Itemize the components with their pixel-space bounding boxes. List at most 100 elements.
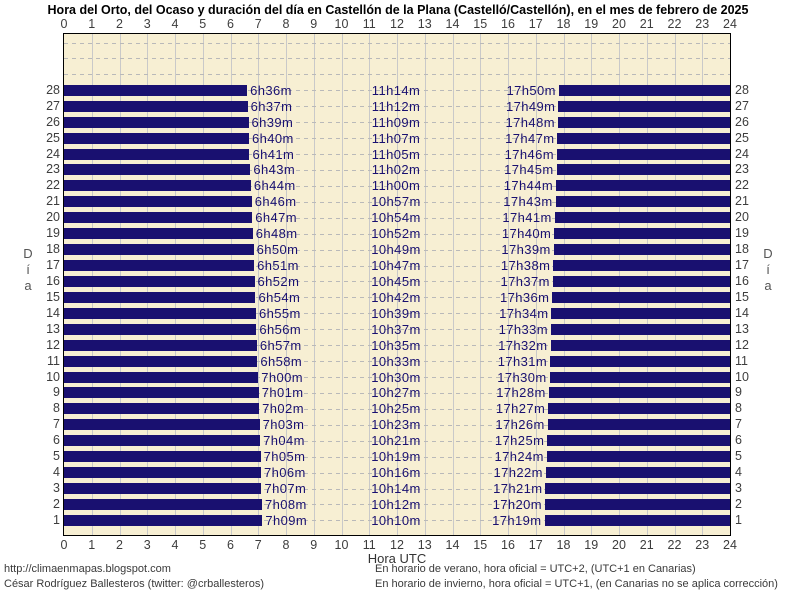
day-duration-label: 11h05m xyxy=(371,146,421,162)
x-tick-bottom: 4 xyxy=(171,538,179,552)
x-tick-bottom: 11 xyxy=(362,538,376,552)
sunrise-time-label: 7h04m xyxy=(263,433,305,449)
night-bar-evening xyxy=(544,514,730,526)
x-tick-bottom: 23 xyxy=(695,538,710,552)
x-tick-top: 21 xyxy=(639,17,654,31)
grid-vline xyxy=(480,34,482,535)
x-tick-bottom: 10 xyxy=(334,538,349,552)
x-tick-top: 3 xyxy=(143,17,151,31)
sunrise-time-label: 7h07m xyxy=(264,481,307,497)
grid-dashline xyxy=(64,233,730,235)
night-bar-morning xyxy=(64,371,259,383)
sunset-time-label: 17h39m xyxy=(501,242,551,258)
night-bar-evening xyxy=(549,371,730,383)
sunrise-time-label: 7h09m xyxy=(265,512,308,528)
x-tick-bottom: 13 xyxy=(417,538,432,552)
sunset-time-label: 17h30m xyxy=(497,369,547,385)
night-bar-morning xyxy=(64,435,261,447)
day-label-left: 26 xyxy=(46,114,60,129)
x-tick-top: 10 xyxy=(334,17,349,31)
grid-dashline xyxy=(64,345,730,347)
grid-dashline xyxy=(64,42,730,44)
footer-url: http://climaenmapas.blogspot.com xyxy=(4,563,171,575)
sunrise-time-label: 6h51m xyxy=(257,258,299,274)
night-bar-morning xyxy=(64,260,255,272)
x-tick-top: 17 xyxy=(528,17,543,31)
grid-dashline xyxy=(64,297,730,299)
night-bar-evening xyxy=(557,132,730,144)
sunrise-time-label: 7h01m xyxy=(261,385,304,401)
x-tick-bottom: 20 xyxy=(612,538,626,552)
x-tick-bottom: 7 xyxy=(254,538,262,552)
night-bar-evening xyxy=(548,403,730,415)
x-tick-top: 2 xyxy=(116,17,123,31)
sunset-time-label: 17h19m xyxy=(492,512,542,528)
night-bar-evening xyxy=(551,323,730,335)
night-bar-morning xyxy=(64,403,260,415)
sunrise-time-label: 6h37m xyxy=(250,98,293,114)
grid-dashline xyxy=(64,392,730,394)
sunrise-time-label: 6h48m xyxy=(255,226,298,242)
x-tick-top: 22 xyxy=(667,17,682,31)
x-tick-bottom: 15 xyxy=(473,538,488,552)
sunrise-time-label: 6h55m xyxy=(258,305,301,321)
day-label-right: 17 xyxy=(735,258,749,273)
grid-vline xyxy=(397,34,398,535)
night-bar-evening xyxy=(550,355,730,367)
night-bar-evening xyxy=(558,100,730,112)
day-label-right: 23 xyxy=(735,162,749,177)
day-label-right: 25 xyxy=(735,130,749,145)
grid-dashline xyxy=(64,201,730,203)
night-bar-evening xyxy=(553,260,730,272)
sunset-time-label: 17h50m xyxy=(506,82,556,98)
night-bar-evening xyxy=(558,84,730,96)
grid-dashline xyxy=(64,377,730,379)
night-bar-evening xyxy=(545,498,730,510)
night-bar-morning xyxy=(64,387,259,399)
sunrise-time-label: 7h03m xyxy=(262,417,305,433)
night-bar-morning xyxy=(64,84,248,96)
x-tick-bottom: 12 xyxy=(390,538,404,552)
grid-vline xyxy=(286,34,287,535)
night-bar-evening xyxy=(553,244,730,256)
day-label-right: 20 xyxy=(735,210,749,225)
sunset-time-label: 17h21m xyxy=(493,481,543,497)
day-label-left: 1 xyxy=(53,512,60,527)
night-bar-morning xyxy=(64,498,262,510)
y-axis-label-right: D í a xyxy=(763,246,773,293)
x-tick-top: 23 xyxy=(695,17,710,31)
sunset-time-label: 17h33m xyxy=(498,321,548,337)
grid-dashline xyxy=(64,169,730,171)
day-duration-label: 10h33m xyxy=(371,353,421,369)
grid-dashline xyxy=(64,185,730,187)
grid-dashline xyxy=(64,408,730,410)
footer-author: César Rodríguez Ballesteros (twitter: @c… xyxy=(4,578,264,590)
night-bar-morning xyxy=(64,483,262,495)
night-bar-evening xyxy=(548,387,730,399)
night-bar-evening xyxy=(545,467,730,479)
day-label-left: 2 xyxy=(53,496,60,511)
sunset-time-label: 17h27m xyxy=(495,401,546,417)
day-label-right: 11 xyxy=(735,353,748,368)
grid-dashline xyxy=(64,265,730,267)
grid-dashline xyxy=(64,456,730,458)
grid-vline xyxy=(452,34,454,535)
sunrise-time-label: 6h47m xyxy=(255,210,297,226)
x-tick-bottom: 24 xyxy=(723,538,737,552)
chart-title: Hora del Orto, del Ocaso y duración del … xyxy=(47,3,749,17)
night-bar-evening xyxy=(551,307,730,319)
night-bar-morning xyxy=(64,307,256,319)
day-label-right: 16 xyxy=(735,273,749,288)
x-tick-bottom: 0 xyxy=(60,538,68,552)
footer-summer-note: En horario de verano, hora oficial = UTC… xyxy=(375,563,696,575)
sunrise-time-label: 6h56m xyxy=(259,321,302,337)
grid-dashline xyxy=(64,74,730,76)
night-bar-evening xyxy=(547,419,730,431)
day-duration-label: 10h35m xyxy=(371,337,421,353)
grid-dashline xyxy=(64,424,730,426)
grid-dashline xyxy=(64,106,730,108)
night-bar-morning xyxy=(64,467,262,479)
day-duration-label: 10h42m xyxy=(371,289,421,305)
grid-dashline xyxy=(64,329,730,331)
sunrise-time-label: 6h44m xyxy=(253,178,296,194)
